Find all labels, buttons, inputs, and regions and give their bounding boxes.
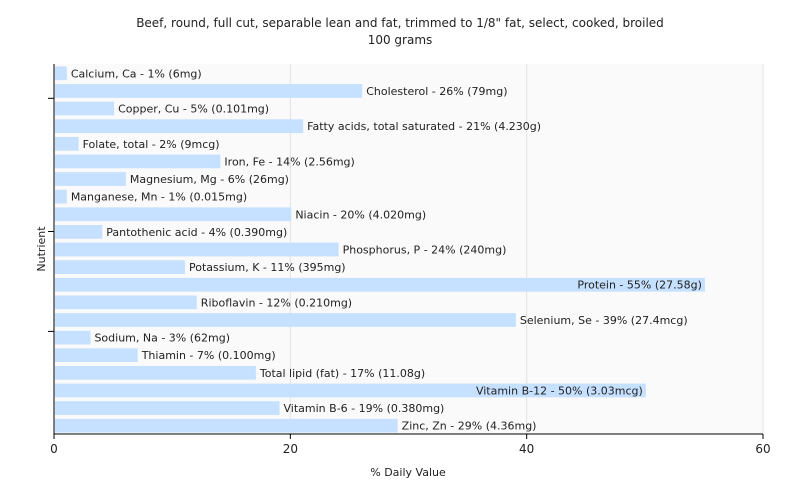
bar-label: Fatty acids, total saturated - 21% (4.23… <box>307 120 541 133</box>
bar <box>55 225 103 239</box>
bar-label: Phosphorus, P - 24% (240mg) <box>343 244 507 257</box>
bar-label: Manganese, Mn - 1% (0.015mg) <box>71 191 247 204</box>
bar <box>55 348 138 363</box>
bar-label: Thiamin - 7% (0.100mg) <box>141 349 276 362</box>
bar <box>55 330 91 345</box>
x-tick-label: 0 <box>50 442 58 456</box>
chart-subtitle: 100 grams <box>368 33 433 47</box>
x-tick-label: 20 <box>283 442 298 456</box>
bar-label: Zinc, Zn - 29% (4.36mg) <box>402 420 537 433</box>
bars: Calcium, Ca - 1% (6mg) Cholesterol - 26% … <box>55 66 705 433</box>
bar <box>55 295 197 310</box>
x-axis-label: % Daily Value <box>370 466 446 479</box>
x-tick-label: 60 <box>755 442 770 456</box>
bar <box>55 401 280 415</box>
bar <box>55 66 67 81</box>
bar <box>55 84 363 98</box>
bar-label: Riboflavin - 12% (0.210mg) <box>201 296 352 309</box>
bar-label: Copper, Cu - 5% (0.101mg) <box>118 103 269 116</box>
bar <box>55 172 126 186</box>
y-axis-label: Nutrient <box>35 226 48 272</box>
bar-label: Protein - 55% (27.58g) <box>577 279 702 292</box>
bar-label: Niacin - 20% (4.020mg) <box>295 208 426 221</box>
bar-label: Total lipid (fat) - 17% (11.08g) <box>259 367 425 380</box>
bar <box>55 154 221 169</box>
bar <box>55 242 339 257</box>
bar <box>55 119 304 134</box>
bar <box>55 277 705 292</box>
bar-label: Vitamin B-6 - 19% (0.380mg) <box>284 402 445 415</box>
bar-label: Calcium, Ca - 1% (6mg) <box>71 67 202 80</box>
x-tick-label: 40 <box>519 442 534 456</box>
bar-label: Potassium, K - 11% (395mg) <box>189 261 346 274</box>
bar <box>55 418 398 433</box>
bar-label: Folate, total - 2% (9mcg) <box>83 138 220 151</box>
bar-label: Cholesterol - 26% (79mg) <box>366 85 507 98</box>
bar <box>55 383 646 398</box>
bar <box>55 101 115 116</box>
bar-label: Sodium, Na - 3% (62mg) <box>94 332 230 345</box>
bar-label: Pantothenic acid - 4% (0.390mg) <box>106 226 287 239</box>
bar-label: Magnesium, Mg - 6% (26mg) <box>130 173 289 186</box>
bar <box>55 313 516 327</box>
bar-label: Iron, Fe - 14% (2.56mg) <box>224 155 354 168</box>
chart-title: Beef, round, full cut, separable lean an… <box>136 16 664 30</box>
bar <box>55 365 256 380</box>
bar <box>55 260 185 274</box>
bar-label: Vitamin B-12 - 50% (3.03mcg) <box>476 384 643 397</box>
bar-label: Selenium, Se - 39% (27.4mcg) <box>520 314 688 327</box>
bar <box>55 136 79 151</box>
bar <box>55 189 67 204</box>
axes: 0 20 40 60 <box>48 64 771 456</box>
bar <box>55 207 292 222</box>
